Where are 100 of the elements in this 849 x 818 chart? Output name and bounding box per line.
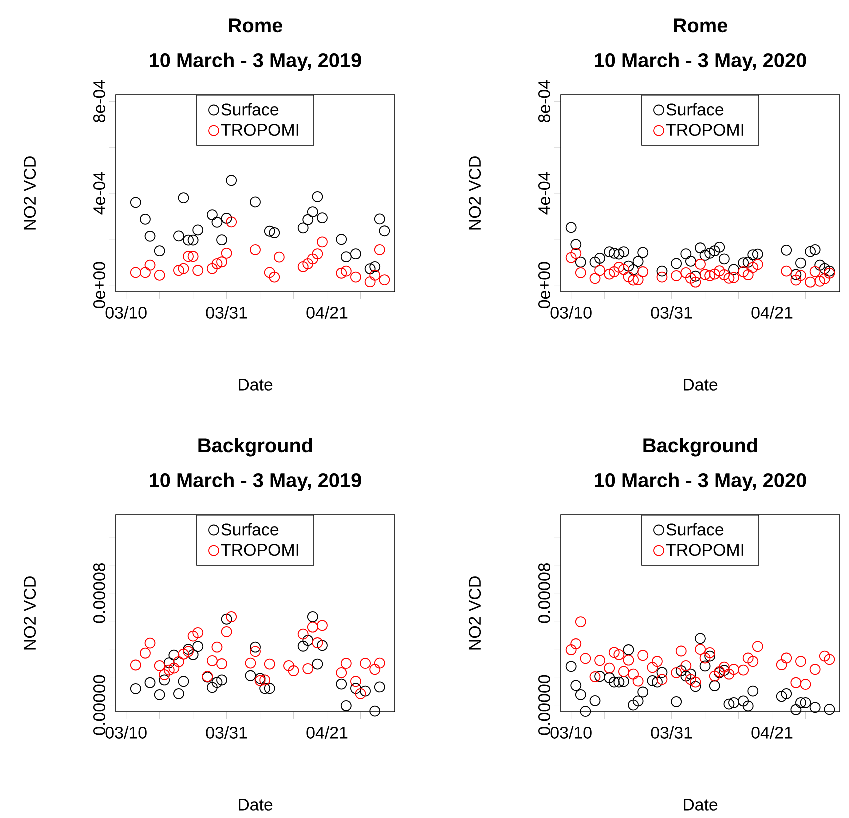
point bbox=[302, 635, 314, 646]
point bbox=[188, 251, 199, 262]
x-axis-title: Date bbox=[239, 799, 273, 811]
point bbox=[700, 269, 711, 280]
x-tick-label: 04/21 bbox=[752, 306, 793, 319]
point bbox=[704, 647, 716, 658]
point bbox=[685, 256, 696, 267]
point bbox=[690, 276, 702, 288]
point bbox=[608, 676, 620, 688]
point bbox=[566, 252, 577, 264]
point bbox=[704, 248, 716, 259]
point bbox=[614, 262, 625, 273]
x-tick-label: 03/10 bbox=[550, 306, 592, 319]
point bbox=[709, 268, 720, 280]
point bbox=[264, 658, 276, 670]
point bbox=[781, 688, 792, 700]
x-tick-label: 03/10 bbox=[550, 726, 592, 739]
x-tick-label: 03/31 bbox=[206, 726, 248, 739]
point bbox=[752, 259, 764, 270]
point bbox=[288, 666, 300, 676]
point bbox=[250, 642, 261, 653]
point bbox=[623, 272, 634, 283]
point bbox=[671, 668, 682, 678]
point bbox=[207, 655, 218, 666]
point bbox=[590, 672, 601, 682]
point bbox=[370, 706, 381, 717]
point bbox=[159, 669, 170, 680]
point bbox=[594, 671, 606, 682]
point bbox=[355, 688, 366, 700]
point bbox=[360, 658, 371, 670]
point bbox=[656, 674, 668, 686]
legend-label: Surface bbox=[666, 103, 724, 116]
point bbox=[718, 254, 730, 265]
point bbox=[307, 622, 318, 633]
point bbox=[216, 256, 228, 268]
point bbox=[638, 247, 649, 258]
point bbox=[810, 244, 821, 256]
point bbox=[374, 214, 386, 225]
point bbox=[709, 670, 720, 682]
point bbox=[594, 253, 606, 264]
x-tick-label: 03/10 bbox=[106, 726, 147, 739]
point bbox=[810, 266, 821, 278]
point bbox=[340, 658, 352, 670]
point bbox=[302, 214, 314, 226]
y-axis-title: NO2 VCD bbox=[469, 576, 482, 650]
point bbox=[695, 633, 706, 644]
point bbox=[580, 653, 592, 664]
point bbox=[144, 677, 156, 688]
point bbox=[307, 254, 318, 265]
x-tick-label: 03/31 bbox=[651, 726, 692, 739]
point bbox=[312, 248, 324, 260]
point bbox=[140, 648, 151, 659]
point bbox=[340, 252, 352, 263]
point bbox=[704, 270, 716, 282]
point bbox=[168, 662, 180, 674]
legend-label: Surface bbox=[222, 103, 279, 116]
point bbox=[178, 263, 190, 274]
point bbox=[824, 654, 836, 666]
chart-subtitle: 10 March - 3 May, 2019 bbox=[150, 52, 362, 72]
point bbox=[312, 638, 324, 648]
chart-subtitle: 10 March - 3 May, 2020 bbox=[595, 472, 806, 492]
y-axis-title: NO2 VCD bbox=[24, 576, 36, 650]
point bbox=[298, 222, 309, 234]
point bbox=[752, 248, 764, 260]
chart-subtitle: 10 March - 3 May, 2019 bbox=[150, 472, 362, 492]
point bbox=[638, 686, 649, 698]
point bbox=[776, 691, 788, 702]
point bbox=[748, 262, 759, 274]
y-tick-label: 0.00000 bbox=[93, 675, 106, 736]
point bbox=[656, 272, 668, 283]
point bbox=[742, 256, 754, 268]
point bbox=[748, 250, 759, 260]
point bbox=[364, 264, 376, 274]
point bbox=[178, 676, 190, 688]
x-axis-title: Date bbox=[239, 379, 273, 391]
point bbox=[776, 660, 788, 670]
point bbox=[742, 700, 754, 712]
legend-label: TROPOMI bbox=[666, 544, 744, 556]
point bbox=[728, 697, 740, 708]
point bbox=[168, 650, 180, 661]
point bbox=[608, 647, 620, 658]
y-tick-label: 4e-04 bbox=[93, 172, 106, 215]
point bbox=[312, 191, 324, 202]
x-tick-label: 03/10 bbox=[106, 306, 147, 319]
chart-title: Rome bbox=[674, 18, 728, 33]
point bbox=[628, 264, 639, 276]
point bbox=[174, 688, 184, 700]
point bbox=[680, 267, 692, 278]
point bbox=[752, 641, 764, 652]
point bbox=[810, 702, 821, 714]
point bbox=[340, 700, 352, 712]
point bbox=[575, 689, 586, 700]
point bbox=[154, 246, 166, 257]
point bbox=[781, 244, 792, 256]
chart-title: Rome bbox=[229, 18, 283, 33]
point bbox=[618, 666, 630, 678]
point bbox=[317, 236, 328, 248]
point bbox=[312, 658, 324, 670]
point bbox=[632, 274, 644, 286]
point bbox=[685, 674, 696, 686]
